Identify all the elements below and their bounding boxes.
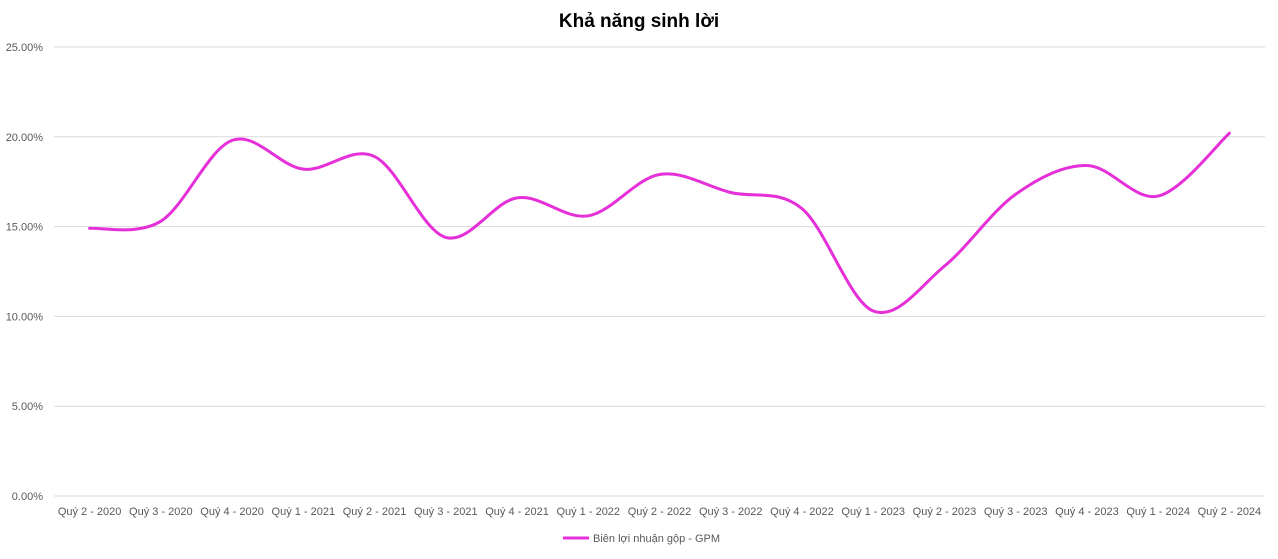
x-tick-label: Quý 4 - 2020 <box>200 506 264 518</box>
y-tick-label: 15.00% <box>6 222 44 234</box>
chart-title: Khả năng sinh lời <box>559 11 719 32</box>
series-line-gpm <box>88 131 1231 315</box>
x-tick-label: Quý 1 - 2023 <box>841 506 905 518</box>
gridlines <box>54 46 1265 497</box>
x-tick-label: Quý 1 - 2024 <box>1126 506 1190 518</box>
x-tick-label: Quý 1 - 2022 <box>556 506 620 518</box>
x-tick-label: Quý 3 - 2021 <box>414 506 478 518</box>
y-tick-label: 0.00% <box>12 491 43 503</box>
x-tick-label: Quý 4 - 2022 <box>770 506 834 518</box>
x-tick-label: Quý 3 - 2023 <box>984 506 1048 518</box>
legend-label: Biên lợi nhuận gộp - GPM <box>593 533 720 545</box>
series-lines <box>88 131 1231 315</box>
x-tick-label: Quý 3 - 2022 <box>699 506 763 518</box>
x-tick-label: Quý 2 - 2021 <box>343 506 407 518</box>
x-axis-ticks: Quý 2 - 2020 Quý 3 - 2020 Quý 4 - 2020 Quý … <box>58 506 1261 518</box>
x-tick-label: Quý 2 - 2020 <box>58 506 122 518</box>
y-tick-label: 10.00% <box>6 311 44 323</box>
y-tick-label: 20.00% <box>6 132 44 144</box>
x-tick-label: Quý 4 - 2023 <box>1055 506 1119 518</box>
x-tick-label: Quý 2 - 2024 <box>1198 506 1262 518</box>
x-tick-label: Quý 2 - 2023 <box>913 506 977 518</box>
x-tick-label: Quý 1 - 2021 <box>272 506 336 518</box>
y-axis-ticks: 0.00% 5.00% 10.00% 15.00% 20.00% 25.00% <box>6 42 44 503</box>
x-tick-label: Quý 4 - 2021 <box>485 506 549 518</box>
y-tick-label: 5.00% <box>12 401 43 413</box>
x-tick-label: Quý 2 - 2022 <box>628 506 692 518</box>
legend: Biên lợi nhuận gộp - GPM <box>563 533 720 545</box>
y-tick-label: 25.00% <box>6 42 44 54</box>
x-tick-label: Quý 3 - 2020 <box>129 506 193 518</box>
